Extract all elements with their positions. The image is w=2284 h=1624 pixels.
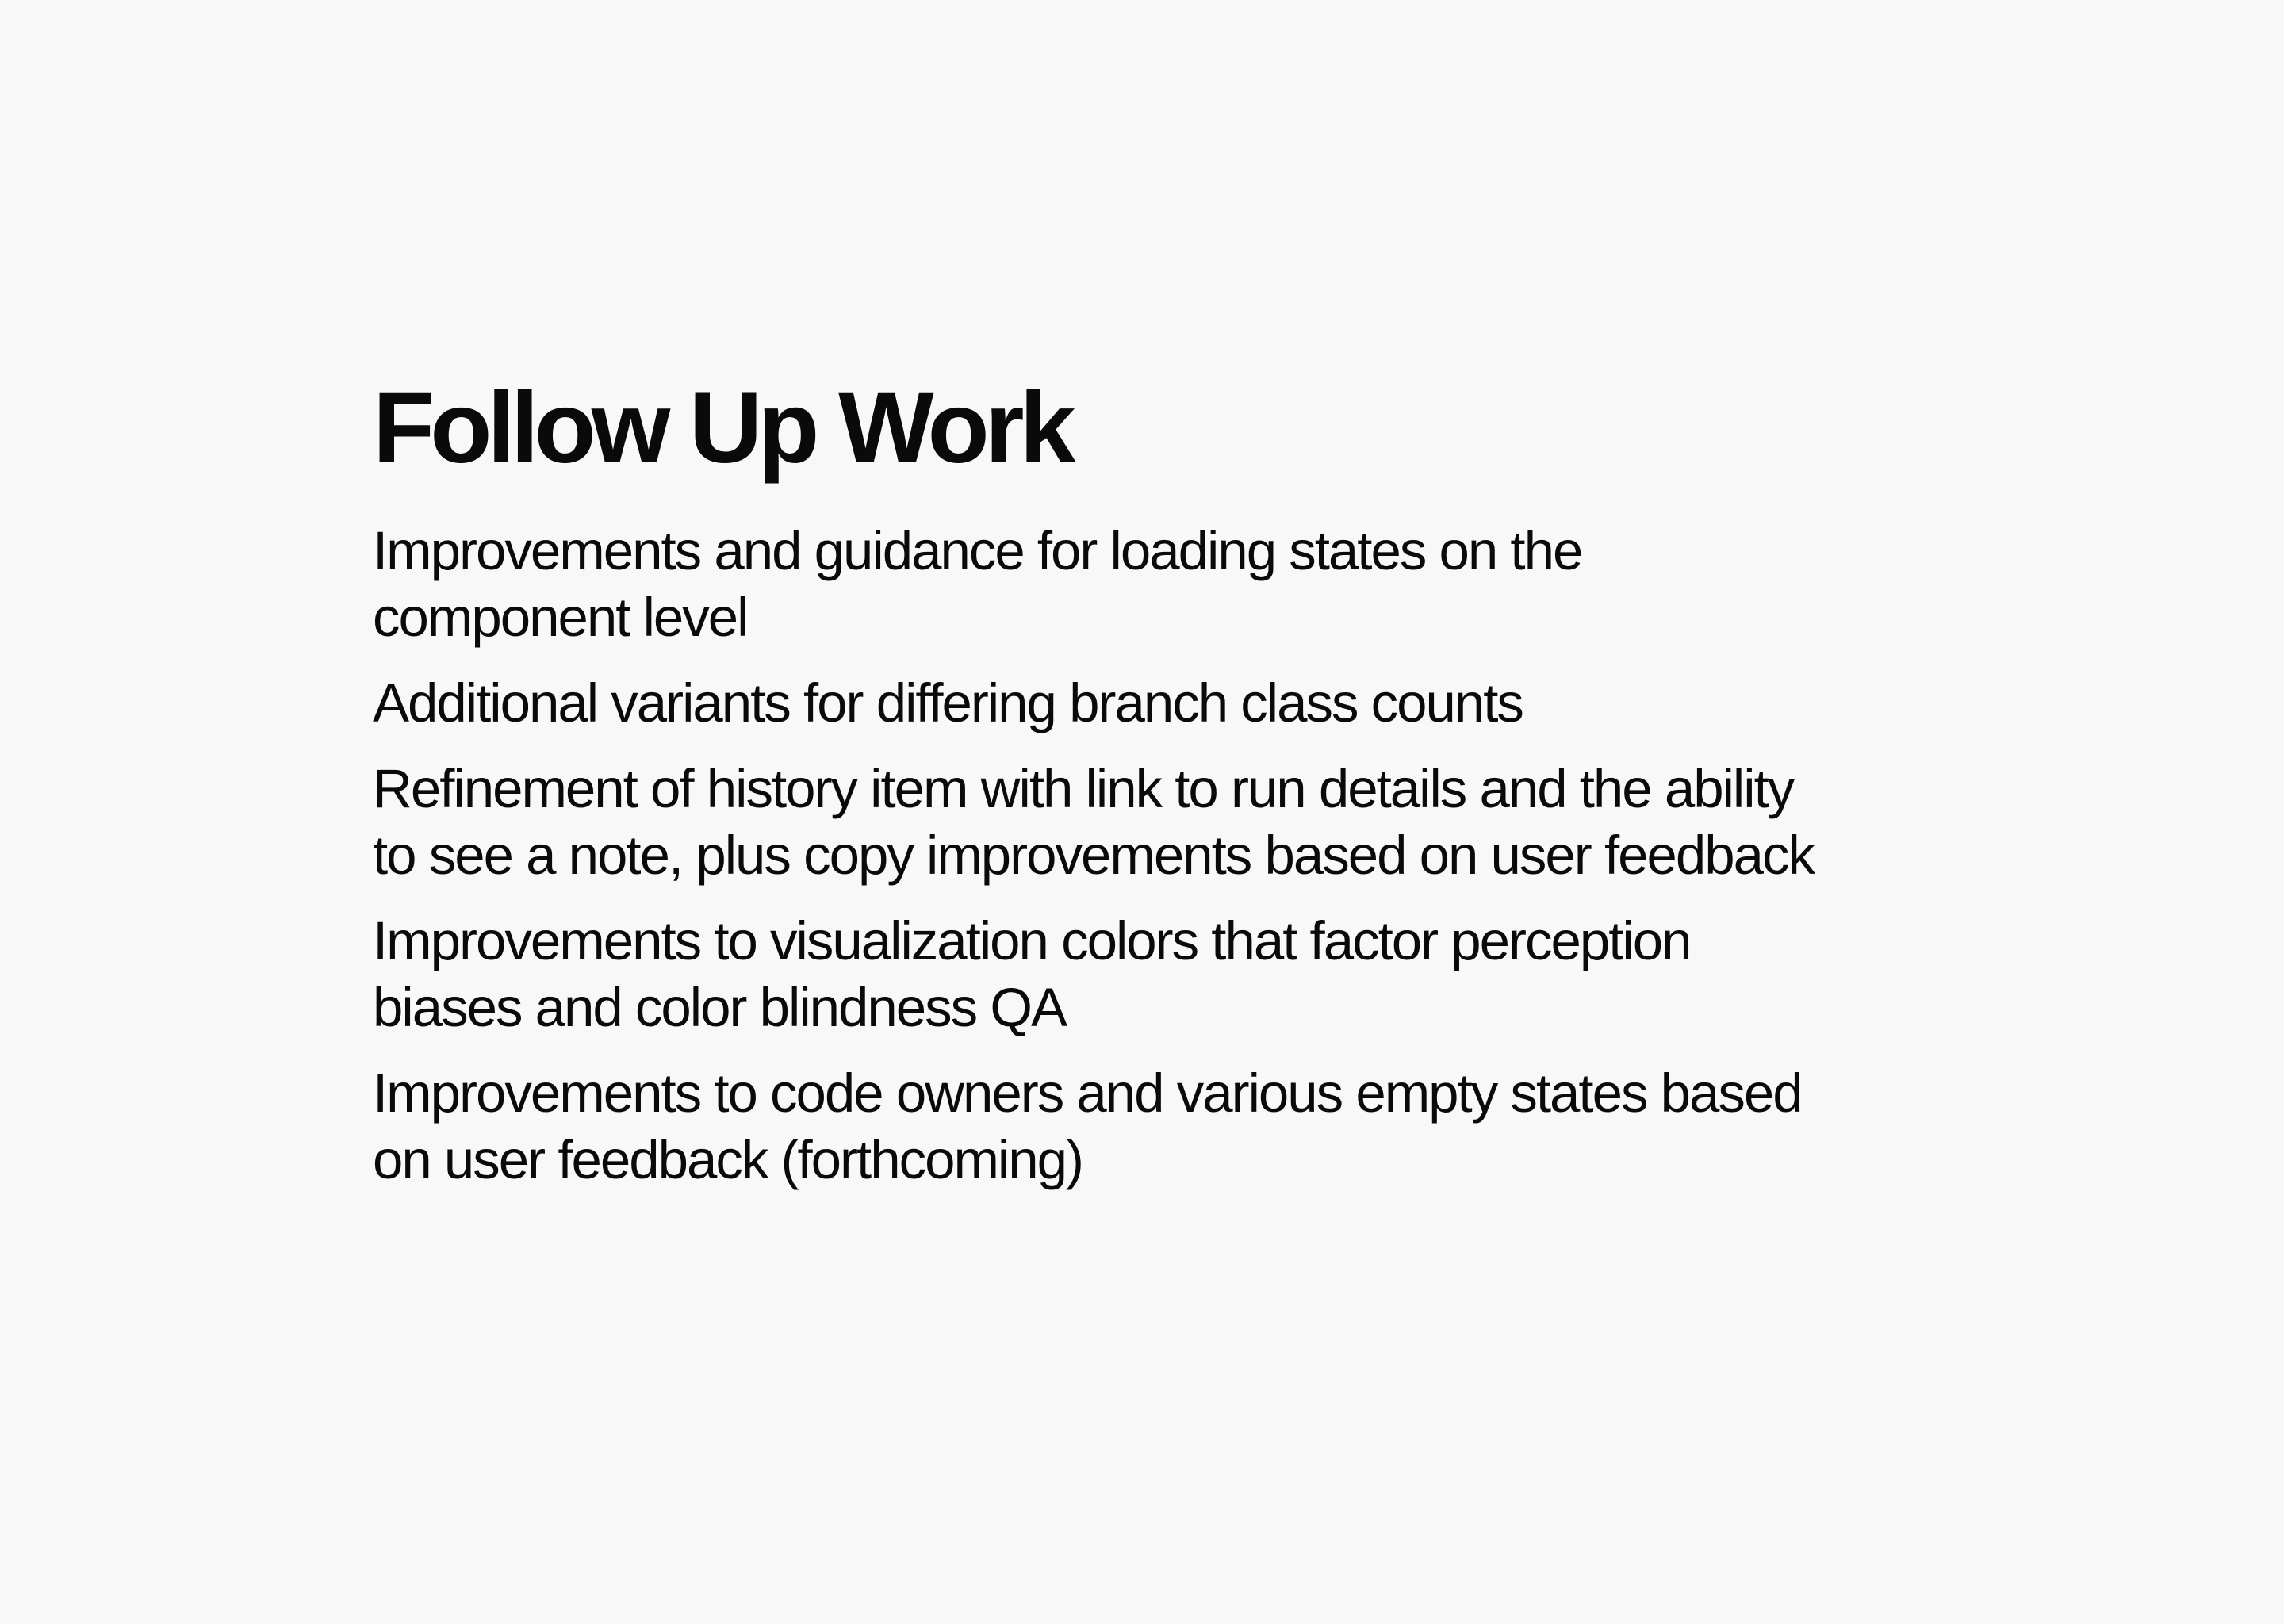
list-item: Additional variants for differing branch… — [373, 672, 1524, 733]
list-item: Refinement of history item with link to … — [373, 757, 1815, 886]
follow-up-list: Improvements and guidance for loading st… — [373, 518, 1880, 1193]
list-item: Improvements to code owners and various … — [373, 1062, 1803, 1190]
slide-content: Follow Up Work Improvements and guidance… — [373, 371, 1880, 1212]
list-item: Improvements to visualization colors tha… — [373, 910, 1692, 1038]
page-title: Follow Up Work — [373, 371, 1076, 485]
list-item: Improvements and guidance for loading st… — [373, 519, 1583, 648]
